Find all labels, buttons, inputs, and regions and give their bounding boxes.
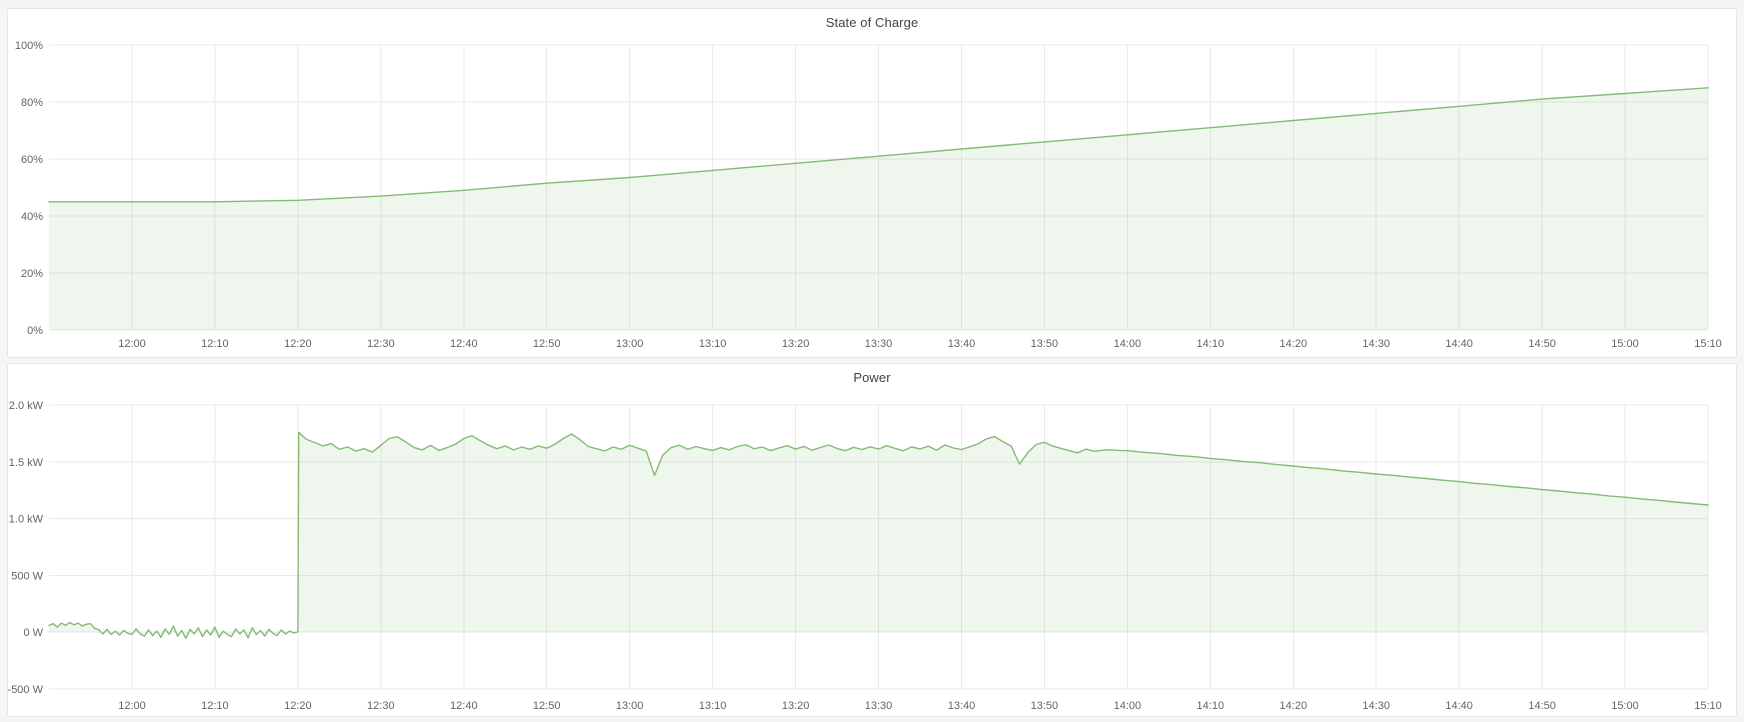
state-of-charge-chart[interactable]: 0%20%40%60%80%100%12:00 12:10 12:20 12:30 12… — [8, 39, 1736, 357]
x-tick-label: 12:30 — [367, 700, 395, 712]
y-tick-label: 40% — [21, 211, 43, 223]
x-tick-label: 13:50 — [1031, 338, 1059, 350]
series-line — [48, 87, 1709, 203]
y-tick-label: 0% — [27, 325, 43, 337]
y-tick-label: 60% — [21, 154, 43, 166]
series-area — [49, 432, 1708, 639]
y-tick-label: -500 W — [8, 684, 44, 696]
x-tick-label: 13:50 — [1031, 700, 1059, 712]
x-tick-label: 13:00 — [616, 700, 644, 712]
x-tick-label: 13:20 — [782, 338, 810, 350]
x-tick-label: 12:20 — [284, 338, 312, 350]
x-axis-labels: 12:00 12:10 12:20 12:30 12:40 12:50 13:00 13:10… — [118, 338, 1722, 350]
y-axis-labels: 0% 20% 40% 60% 80% 100% — [15, 40, 43, 337]
x-tick-label: 14:10 — [1197, 700, 1225, 712]
x-tick-label: 13:10 — [699, 338, 727, 350]
x-tick-label: 15:00 — [1611, 700, 1639, 712]
x-tick-label: 15:10 — [1694, 338, 1722, 350]
x-tick-label: 14:10 — [1197, 338, 1225, 350]
x-tick-label: 14:30 — [1362, 338, 1390, 350]
y-tick-label: 1.0 kW — [9, 514, 44, 526]
x-tick-label: 13:10 — [699, 700, 727, 712]
x-tick-label: 14:50 — [1528, 338, 1556, 350]
grid — [49, 44, 1709, 331]
x-tick-label: 14:00 — [1114, 700, 1142, 712]
y-tick-label: 2.0 kW — [9, 400, 44, 412]
x-tick-label: 12:10 — [201, 700, 229, 712]
y-tick-label: 80% — [21, 97, 43, 109]
x-tick-label: 14:40 — [1445, 700, 1473, 712]
panel-power: Power -500 W 0 W 500 W 1.0 kW 1.5 kW 2.0 kW 12… — [7, 363, 1737, 717]
y-tick-label: 20% — [21, 268, 43, 280]
y-tick-label: 1.5 kW — [9, 457, 44, 469]
x-tick-label: 14:40 — [1445, 338, 1473, 350]
grid — [49, 404, 1709, 690]
x-tick-label: 12:40 — [450, 700, 478, 712]
panel-title-power: Power — [853, 370, 891, 385]
x-tick-label: 13:30 — [865, 700, 893, 712]
y-axis-labels: -500 W 0 W 500 W 1.0 kW 1.5 kW 2.0 kW — [8, 400, 44, 696]
x-tick-label: 14:00 — [1114, 338, 1142, 350]
x-tick-label: 14:30 — [1362, 700, 1390, 712]
x-tick-label: 13:20 — [782, 700, 810, 712]
x-tick-label: 12:00 — [118, 338, 146, 350]
x-tick-label: 13:00 — [616, 338, 644, 350]
x-tick-label: 15:00 — [1611, 338, 1639, 350]
x-tick-label: 12:50 — [533, 338, 561, 350]
x-tick-label: 12:20 — [284, 700, 312, 712]
x-tick-label: 14:20 — [1280, 700, 1308, 712]
x-tick-label: 14:50 — [1528, 700, 1556, 712]
series-line — [48, 431, 1709, 640]
y-tick-label: 100% — [15, 40, 43, 52]
x-tick-label: 15:10 — [1694, 700, 1722, 712]
x-tick-label: 14:20 — [1280, 338, 1308, 350]
y-tick-label: 0 W — [23, 627, 43, 639]
panel-state-of-charge: State of Charge 0% 20% 40% 60% 80% 100% 12:00 1… — [7, 8, 1737, 358]
x-tick-label: 13:40 — [948, 700, 976, 712]
x-axis-labels: 12:00 12:10 12:20 12:30 12:40 12:50 13:00 13:10… — [118, 700, 1722, 712]
series-area — [49, 87, 1708, 330]
x-tick-label: 12:30 — [367, 338, 395, 350]
panel-title-state-of-charge: State of Charge — [825, 15, 919, 30]
x-tick-label: 12:00 — [118, 700, 146, 712]
x-tick-label: 12:40 — [450, 338, 478, 350]
x-tick-label: 13:40 — [948, 338, 976, 350]
x-tick-label: 12:10 — [201, 338, 229, 350]
x-tick-label: 13:30 — [865, 338, 893, 350]
x-tick-label: 12:50 — [533, 700, 561, 712]
y-tick-label: 500 W — [11, 570, 43, 582]
